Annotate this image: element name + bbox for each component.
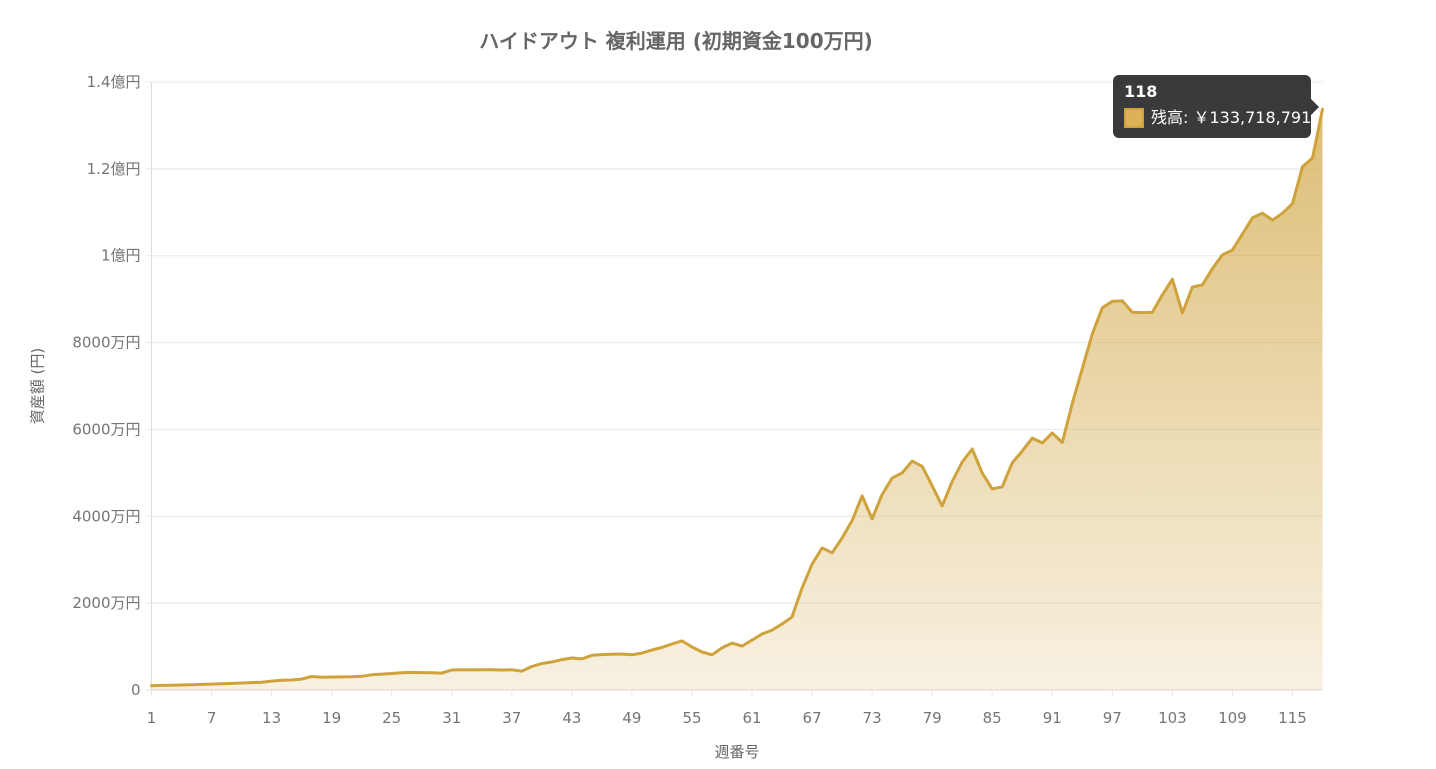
x-axis-title: 週番号: [714, 743, 760, 761]
y-tick-label: 0: [131, 681, 141, 699]
y-tick-label: 1.4億円: [87, 73, 141, 91]
y-tick-label: 6000万円: [72, 420, 140, 438]
x-tick-label: 85: [983, 709, 1002, 727]
y-tick-label: 1.2億円: [87, 160, 141, 178]
area-fill: [151, 109, 1323, 691]
x-tick-label: 37: [502, 709, 521, 727]
x-tick-label: 79: [923, 709, 942, 727]
tooltip-caret-icon: [1311, 98, 1319, 115]
tooltip-label: 残高: ￥133,718,791: [1151, 108, 1312, 127]
x-tick-label: 115: [1278, 709, 1307, 727]
x-tick-label: 25: [382, 709, 401, 727]
y-tick-label: 1億円: [101, 247, 141, 265]
x-tick-label: 49: [622, 709, 641, 727]
x-tick-label: 55: [682, 709, 701, 727]
tooltip-row: 残高: ￥133,718,791: [1124, 108, 1311, 128]
x-tick-label: 13: [262, 709, 281, 727]
x-tick-label: 61: [742, 709, 761, 727]
series-color-swatch: [1124, 108, 1144, 128]
x-tick-label: 91: [1043, 709, 1062, 727]
x-tick-label: 73: [863, 709, 882, 727]
y-tick-label: 8000万円: [72, 334, 140, 352]
tooltip-title: 118: [1124, 82, 1158, 101]
x-tick-label: 19: [322, 709, 341, 727]
tooltip: 118 残高: ￥133,718,791: [1113, 75, 1319, 138]
x-tick-label: 43: [562, 709, 581, 727]
x-tick-label: 67: [803, 709, 822, 727]
balance-line: [150, 107, 1324, 688]
x-tick-label: 109: [1218, 709, 1247, 727]
chart-title: ハイドアウト 複利運用 (初期資金100万円): [479, 29, 873, 53]
x-tick-label: 103: [1158, 709, 1187, 727]
x-tick-label: 31: [442, 709, 461, 727]
y-tick-label: 2000万円: [72, 594, 140, 612]
x-tick-label: 97: [1103, 709, 1122, 727]
x-tick-label: 7: [207, 709, 217, 727]
y-tick-label: 4000万円: [72, 507, 140, 525]
x-tick-label: 1: [147, 709, 157, 727]
